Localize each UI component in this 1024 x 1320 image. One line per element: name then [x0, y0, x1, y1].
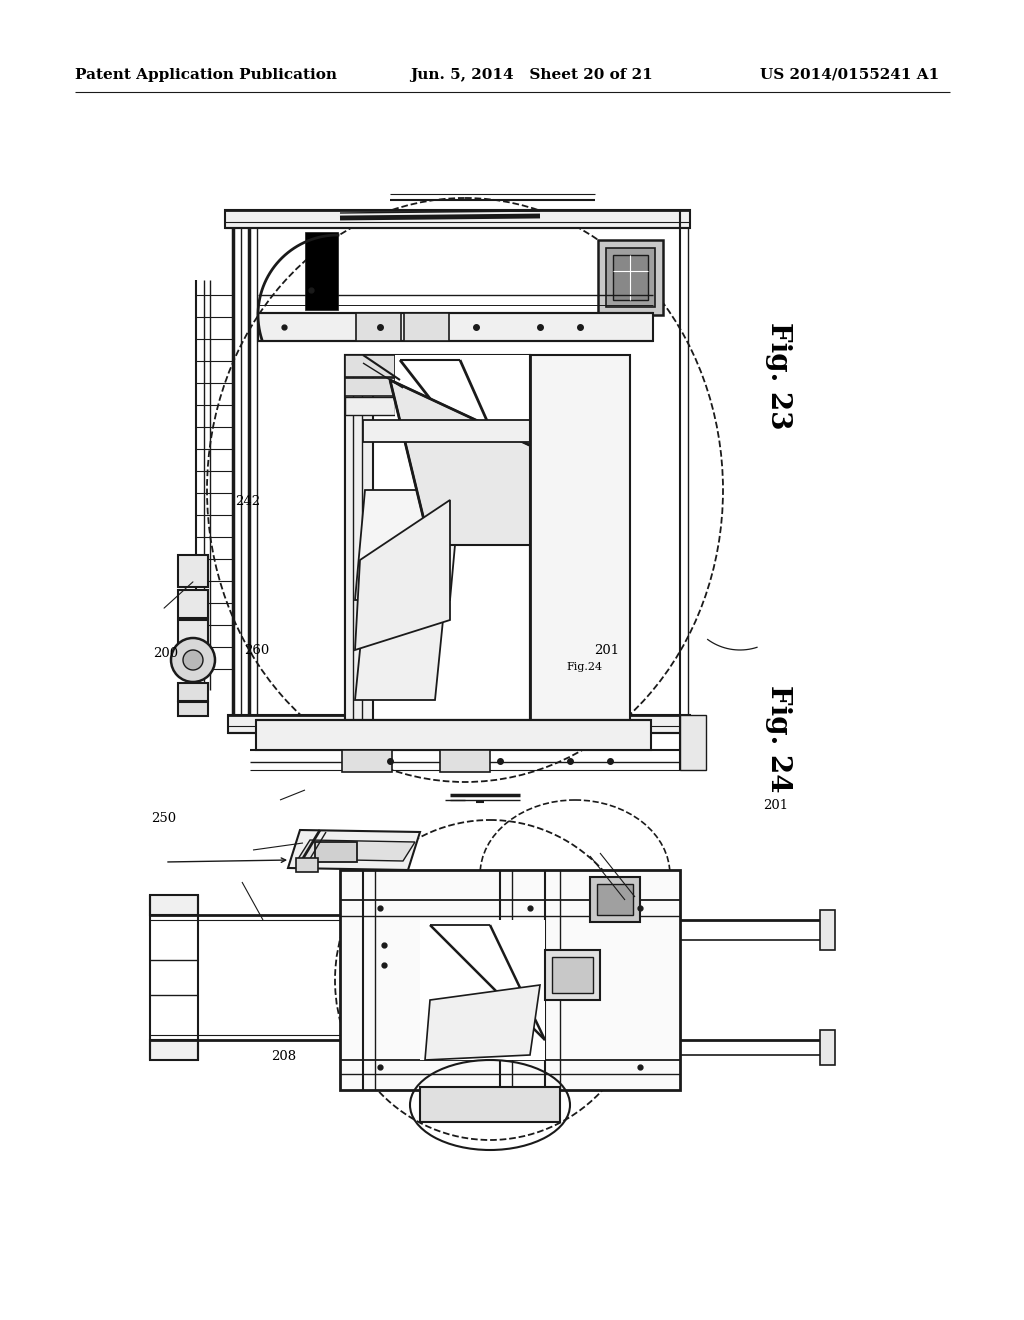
Text: 242: 242 — [236, 495, 261, 508]
Polygon shape — [288, 830, 420, 870]
Bar — [440, 750, 490, 772]
Bar — [150, 1040, 198, 1060]
Bar — [356, 313, 401, 341]
Bar — [225, 210, 690, 228]
Text: 200: 200 — [154, 647, 179, 660]
Bar — [552, 957, 593, 993]
Polygon shape — [425, 985, 540, 1060]
Bar — [150, 895, 198, 915]
Polygon shape — [355, 500, 450, 649]
Bar — [597, 884, 633, 915]
Text: Fig. 24: Fig. 24 — [765, 685, 792, 793]
Bar — [228, 715, 690, 733]
Polygon shape — [420, 920, 545, 1060]
Text: Patent Application Publication: Patent Application Publication — [75, 69, 337, 82]
Text: 201: 201 — [594, 644, 620, 657]
Bar — [342, 750, 392, 772]
Bar — [404, 313, 449, 341]
Text: Jun. 5, 2014   Sheet 20 of 21: Jun. 5, 2014 Sheet 20 of 21 — [410, 69, 652, 82]
Circle shape — [183, 649, 203, 671]
Polygon shape — [355, 490, 460, 601]
Bar — [178, 682, 208, 701]
Polygon shape — [345, 355, 530, 719]
Polygon shape — [390, 380, 540, 545]
Bar — [420, 1086, 560, 1122]
Bar — [820, 1030, 835, 1065]
Bar — [315, 842, 357, 862]
Polygon shape — [680, 715, 706, 770]
Bar — [598, 240, 663, 315]
Bar — [545, 950, 600, 1001]
Bar — [178, 590, 208, 618]
Bar — [345, 397, 395, 414]
Bar — [820, 909, 835, 950]
Text: 201: 201 — [763, 799, 788, 812]
Text: Fig.24: Fig.24 — [566, 661, 602, 672]
Text: 208: 208 — [271, 1049, 297, 1063]
Bar — [258, 313, 653, 341]
Bar — [345, 355, 395, 378]
Bar — [178, 620, 208, 649]
Bar — [590, 876, 640, 921]
Bar — [178, 702, 208, 715]
Bar — [256, 719, 651, 750]
Bar — [530, 355, 630, 719]
Bar — [613, 255, 648, 300]
Polygon shape — [395, 355, 540, 500]
Text: 250: 250 — [152, 812, 177, 825]
Polygon shape — [298, 840, 415, 861]
Bar — [362, 420, 548, 442]
Bar — [345, 378, 395, 396]
Polygon shape — [355, 601, 445, 700]
Polygon shape — [305, 232, 338, 310]
Bar — [296, 858, 318, 873]
Bar — [340, 870, 680, 1090]
Bar — [606, 248, 655, 308]
Bar — [178, 554, 208, 587]
Text: US 2014/0155241 A1: US 2014/0155241 A1 — [760, 69, 939, 82]
Text: Fig. 23: Fig. 23 — [765, 322, 792, 430]
Bar — [345, 355, 373, 719]
Circle shape — [171, 638, 215, 682]
Text: 260: 260 — [244, 644, 269, 657]
